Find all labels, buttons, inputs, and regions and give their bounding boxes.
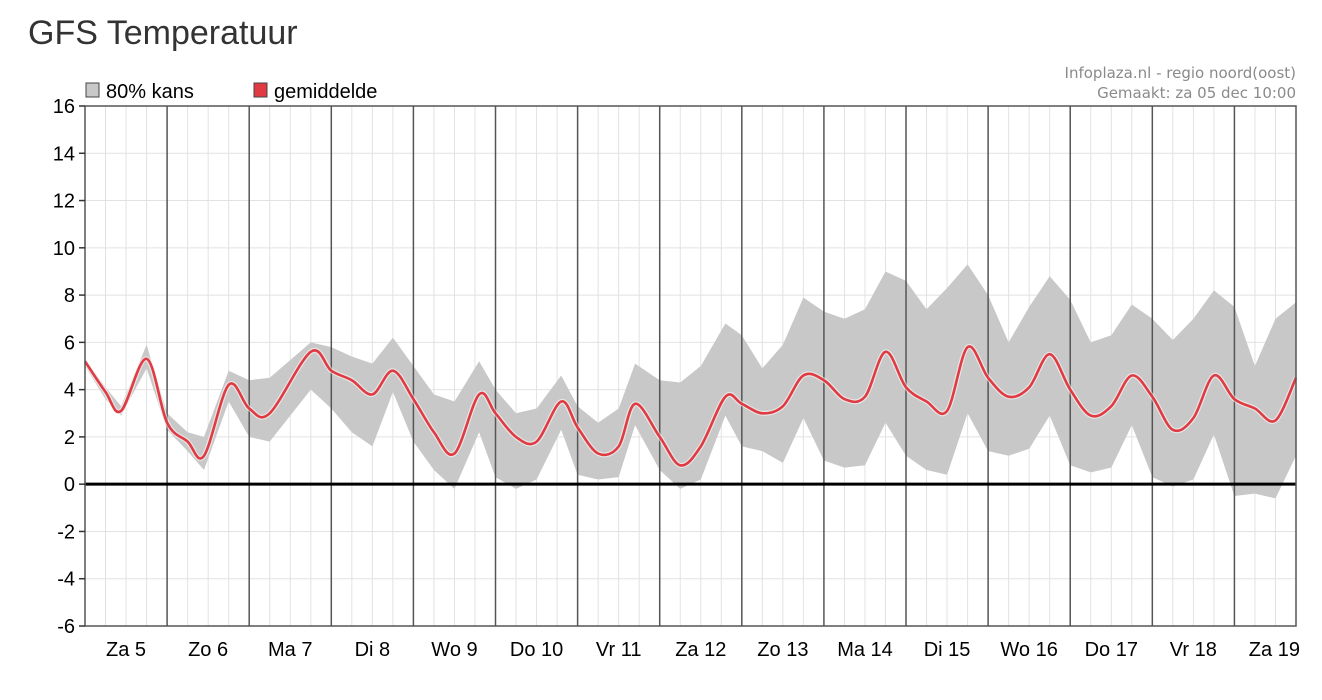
legend-mean-swatch: [253, 82, 268, 98]
x-tick-label: Ma 7: [268, 639, 312, 661]
x-tick-label: Za 19: [1249, 639, 1300, 661]
x-axis-labels: Za 5 Zo 6 Ma 7 Di 8 Wo 9 Do 10 Vr 11 Za 12 Zo 13…: [106, 639, 1300, 661]
legend-mean-label: gemiddelde: [274, 81, 377, 103]
y-tick-label: 14: [53, 143, 75, 165]
x-tick-label: Do 10: [510, 639, 563, 661]
x-tick-label: Wo 9: [431, 639, 477, 661]
x-tick-label: Ma 14: [837, 639, 893, 661]
day-dividers: [166, 106, 1236, 626]
x-tick-label: Do 17: [1085, 639, 1138, 661]
confidence-band-layer: [85, 264, 1296, 499]
plot-frame: [84, 105, 1297, 627]
y-tick-label: 16: [53, 96, 75, 118]
y-tick-label: 12: [53, 191, 75, 213]
legend: 80% kans gemiddelde: [85, 81, 377, 103]
x-tick-label: Wo 16: [1000, 639, 1057, 661]
x-tick-label: Di 15: [924, 639, 971, 661]
y-tick-label: 10: [53, 238, 75, 260]
x-tick-label: Zo 13: [757, 639, 808, 661]
page-title: GFS Temperatuur: [28, 14, 298, 52]
x-tick-label: Zo 6: [188, 639, 228, 661]
y-axis-ticks: -6 -4 -2 0 2 4 6 8 10 12 14 16: [53, 96, 85, 638]
x-tick-label: Vr 11: [596, 639, 642, 661]
y-tick-label: -2: [57, 521, 75, 543]
y-tick-label: 2: [64, 427, 75, 449]
y-tick-label: 6: [64, 332, 75, 354]
mean-line: [83, 345, 1298, 467]
legend-band-swatch: [85, 82, 100, 98]
x-tick-label: Vr 18: [1170, 639, 1217, 661]
y-tick-label: 8: [64, 285, 75, 307]
legend-band-label: 80% kans: [106, 81, 194, 103]
x-tick-label: Za 5: [106, 639, 146, 661]
y-tick-label: 0: [64, 474, 75, 496]
x-tick-label: Di 8: [355, 639, 391, 661]
confidence-band: [85, 264, 1296, 499]
y-tick-label: 4: [64, 380, 75, 402]
mean-line-layer: [82, 343, 1299, 468]
credit-timestamp: Gemaakt: za 05 dec 10:00: [1097, 84, 1296, 102]
y-tick-label: -6: [57, 616, 75, 638]
y-tick-label: -4: [57, 569, 75, 591]
x-tick-label: Za 12: [675, 639, 726, 661]
credit-source: Infoplaza.nl - regio noord(oost): [1065, 64, 1296, 82]
